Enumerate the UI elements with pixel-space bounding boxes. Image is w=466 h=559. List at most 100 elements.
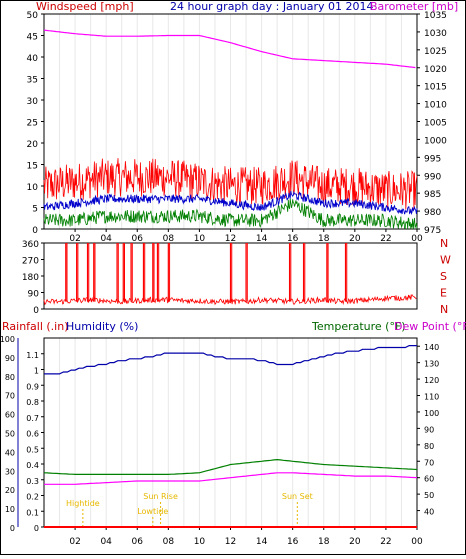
time-tick-label: 02 <box>69 537 80 547</box>
humidity-tick-label: 80 <box>5 373 15 382</box>
windspeed-tick-label: 50 <box>27 11 39 21</box>
direction-tick-label: 180 <box>22 273 39 283</box>
time-tick-label: 08 <box>163 234 175 244</box>
dewpoint-series-line <box>44 472 418 485</box>
time-tick-label: 06 <box>132 537 144 547</box>
time-tick-label: 06 <box>132 234 144 244</box>
temperature-tick-label: 110 <box>424 393 439 402</box>
time-tick-label: 08 <box>163 537 175 547</box>
rain-tick-label: 0 <box>34 524 39 533</box>
temperature-tick-label: 60 <box>424 475 434 484</box>
wind-min-series-line <box>43 198 418 230</box>
humidity-tick-label: 30 <box>5 467 15 476</box>
time-tick-label: 18 <box>318 234 330 244</box>
windspeed-tick-label: 5 <box>32 205 38 215</box>
wind-gust-series-line <box>43 158 418 210</box>
wind-average-series-line <box>43 190 418 216</box>
direction-tick-label: 90 <box>28 290 40 300</box>
time-tick-label: 20 <box>349 537 361 547</box>
rain-tick-label: 0.8 <box>26 398 39 407</box>
barometer-tick-label: 1025 <box>424 47 447 57</box>
windspeed-tick-label: 40 <box>27 54 39 64</box>
barometer-tick-label: 1015 <box>424 83 447 93</box>
rain-tick-label: 0.5 <box>26 445 39 454</box>
windspeed-axis-label: Windspeed [mph] <box>36 0 134 13</box>
low-tide-annotation: Lowtide <box>137 507 168 516</box>
windspeed-tick-label: 25 <box>27 119 38 129</box>
temperature-tick-label: 90 <box>424 425 434 434</box>
barometer-tick-label: 980 <box>424 208 441 218</box>
humidity-tick-label: 50 <box>5 430 15 439</box>
compass-label: S <box>440 270 447 283</box>
dewpoint-axis-label: Dew Point (°F) <box>394 320 466 333</box>
temperature-tick-label: 100 <box>424 409 439 418</box>
time-tick-label: 10 <box>194 537 206 547</box>
barometer-tick-label: 1005 <box>424 119 447 129</box>
rain-tick-label: 0.1 <box>26 508 39 517</box>
rain-tick-label: 0.6 <box>26 430 39 439</box>
humidity-tick-label: 100 <box>0 335 15 344</box>
barometer-tick-label: 975 <box>424 226 441 236</box>
barometer-tick-label: 1010 <box>424 101 447 111</box>
direction-tick-label: 0 <box>33 306 39 316</box>
barometer-tick-label: 1035 <box>424 11 447 21</box>
temperature-tick-label: 50 <box>424 491 434 500</box>
time-tick-label: 14 <box>256 234 268 244</box>
sun-rise-annotation: Sun Rise <box>143 492 178 501</box>
compass-label: N <box>440 237 448 250</box>
wind-barometer-panel: 0510152025303540455097598098599099510001… <box>27 11 448 244</box>
direction-tick-label: 270 <box>22 257 39 267</box>
barometer-tick-label: 985 <box>424 190 441 200</box>
humidity-tick-label: 40 <box>5 448 15 457</box>
temperature-tick-label: 80 <box>424 442 434 451</box>
time-tick-label: 02 <box>69 234 80 244</box>
time-tick-label: 10 <box>194 234 206 244</box>
humidity-tick-label: 90 <box>5 354 15 363</box>
humidity-tick-label: 70 <box>5 392 15 401</box>
temperature-tick-label: 70 <box>424 458 434 467</box>
barometer-tick-label: 990 <box>424 172 441 182</box>
temperature-tick-label: 120 <box>424 376 439 385</box>
barometer-series-line <box>43 29 416 69</box>
time-tick-label: 22 <box>380 537 391 547</box>
humidity-tick-label: 20 <box>5 486 15 495</box>
windspeed-tick-label: 30 <box>27 97 39 107</box>
humidity-tick-label: 60 <box>5 411 15 420</box>
time-tick-label: 12 <box>225 537 236 547</box>
direction-tick-label: 360 <box>22 240 39 250</box>
rain-tick-label: 0.2 <box>26 493 39 502</box>
chart-title: 24 hour graph day : January 01 2014 <box>170 0 374 13</box>
windspeed-tick-label: 20 <box>27 140 39 150</box>
temperature-series-line <box>43 458 418 475</box>
temperature-tick-label: 140 <box>424 343 439 352</box>
windspeed-tick-label: 35 <box>27 76 38 86</box>
barometer-axis-label: Barometer [mb] <box>370 0 458 13</box>
time-tick-label: 16 <box>287 537 299 547</box>
compass-label: W <box>440 254 451 267</box>
compass-label: N <box>440 303 448 316</box>
time-tick-label: 12 <box>225 234 236 244</box>
time-tick-label: 20 <box>349 234 361 244</box>
rain-tick-label: 1.1 <box>26 351 39 360</box>
barometer-tick-label: 1020 <box>424 65 447 75</box>
temperature-tick-label: 130 <box>424 360 439 369</box>
windspeed-tick-label: 45 <box>27 33 38 43</box>
temperature-tick-label: 40 <box>424 508 434 517</box>
time-tick-label: 14 <box>256 537 268 547</box>
rain-tick-label: 0.7 <box>26 414 39 423</box>
time-tick-label: 00 <box>411 234 423 244</box>
wind-direction-series-line <box>43 294 417 306</box>
rainfall-axis-label: Rainfall (.in) <box>2 320 69 333</box>
rain-tick-label: 0.3 <box>26 477 39 486</box>
time-tick-label: 04 <box>100 234 112 244</box>
barometer-tick-label: 1000 <box>424 136 447 146</box>
humidity-series-line <box>44 345 417 375</box>
temperature-axis-label: Temperature (°F) <box>311 320 406 333</box>
humidity-tick-label: 0 <box>10 524 15 533</box>
windspeed-tick-label: 0 <box>32 226 38 236</box>
rain-tick-label: 1 <box>34 367 39 376</box>
time-tick-label: 18 <box>318 537 330 547</box>
barometer-tick-label: 1030 <box>424 29 447 39</box>
time-tick-label: 04 <box>100 537 112 547</box>
